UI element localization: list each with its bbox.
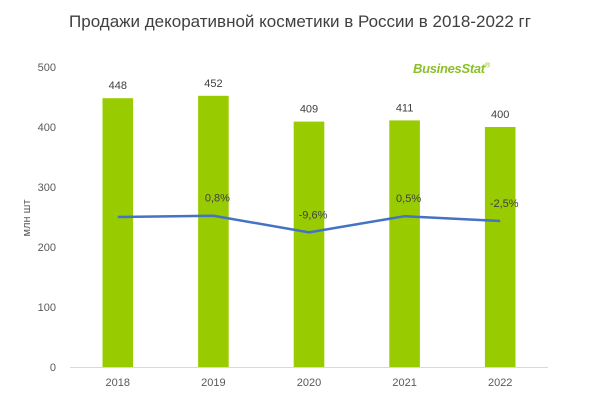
- bar-2022: [484, 127, 516, 367]
- bar-value-label: 409: [300, 104, 318, 116]
- growth-rate-label: 0,5%: [396, 193, 421, 205]
- y-tick-label: 100: [38, 302, 56, 314]
- axis-layer: 0 100 200 300 400 500 2018 2019 2020 2021 2022: [38, 62, 548, 389]
- logo-registered-mark: ®: [484, 62, 490, 70]
- y-tick-label: 200: [38, 242, 56, 254]
- growth-rate-label: 0,8%: [205, 193, 230, 205]
- chart-title: Продажи декоративной косметики в России …: [69, 12, 531, 31]
- logo-text: BusinesStat: [413, 61, 485, 76]
- x-tick-label: 2020: [297, 377, 321, 389]
- x-tick-label: 2022: [488, 377, 512, 389]
- y-tick-label: 300: [38, 182, 56, 194]
- bar-2018: [102, 98, 134, 367]
- bar-2019: [198, 95, 229, 368]
- y-tick-label: 400: [38, 122, 56, 134]
- bar-2021: [389, 120, 420, 368]
- x-tick-label: 2021: [392, 377, 416, 389]
- businesstat-logo: BusinesStat®: [413, 61, 490, 76]
- label-layer: 448 452 409 411 400 0,8% -9,6% 0,5% -2,5%: [109, 78, 519, 222]
- y-tick-label: 500: [38, 62, 56, 74]
- bar-value-label: 400: [491, 109, 509, 121]
- growth-rate-label: -9,6%: [299, 209, 328, 221]
- x-tick-label: 2018: [106, 377, 130, 389]
- y-axis-label: млн шт: [21, 200, 33, 237]
- y-tick-label: 0: [50, 362, 56, 374]
- growth-rate-line: [117, 214, 501, 234]
- bar-value-label: 448: [109, 80, 127, 92]
- bar-value-label: 452: [204, 78, 222, 90]
- bar-layer: [102, 95, 516, 368]
- bar-value-label: 411: [396, 102, 414, 114]
- growth-line-layer: [117, 214, 501, 234]
- x-tick-label: 2019: [201, 377, 225, 389]
- bar-2020: [293, 121, 325, 367]
- growth-rate-label: -2,5%: [490, 198, 519, 210]
